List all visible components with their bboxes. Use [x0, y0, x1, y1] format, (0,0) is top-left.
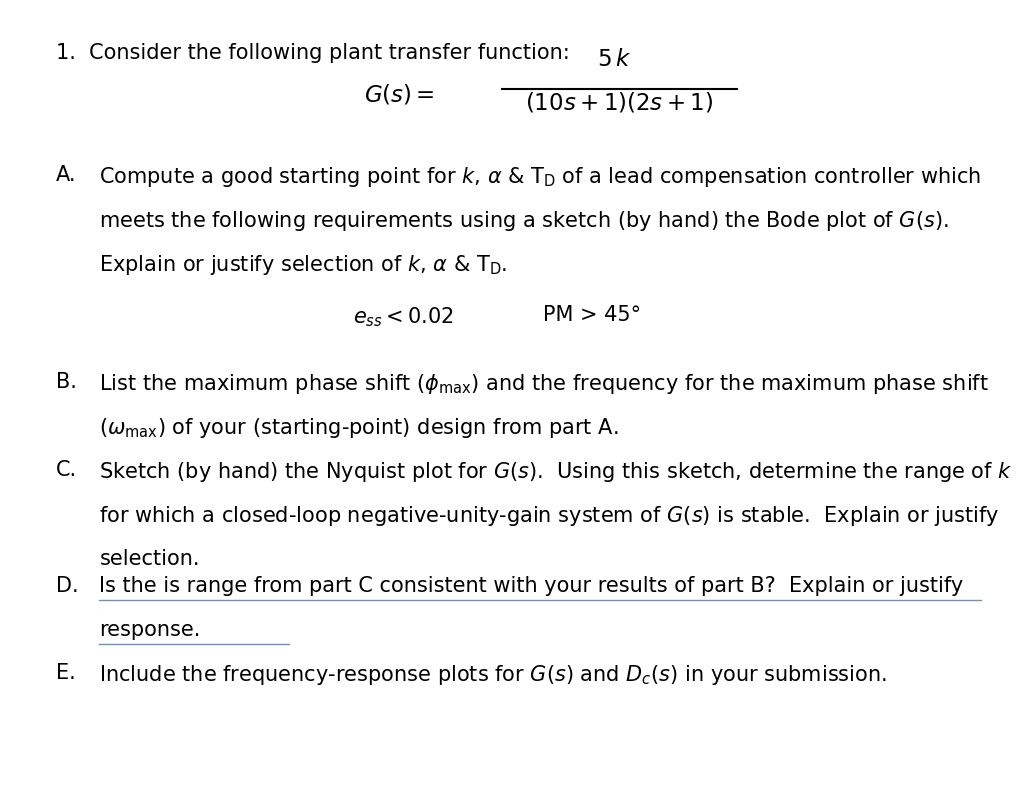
Text: PM > 45°: PM > 45°	[543, 305, 641, 325]
Text: A.: A.	[56, 165, 77, 185]
Text: $e_{ss} < 0.02$: $e_{ss} < 0.02$	[353, 305, 454, 329]
Text: $(10s + 1)(2s + 1)$: $(10s + 1)(2s + 1)$	[525, 91, 714, 114]
Text: D.: D.	[56, 576, 79, 596]
Text: 1.  Consider the following plant transfer function:: 1. Consider the following plant transfer…	[56, 43, 570, 63]
Text: for which a closed-loop negative-unity-gain system of $G(s)$ is stable.  Explain: for which a closed-loop negative-unity-g…	[99, 504, 1000, 528]
Text: List the maximum phase shift ($\phi_{\mathrm{max}}$) and the frequency for the m: List the maximum phase shift ($\phi_{\ma…	[99, 372, 989, 396]
Text: Compute a good starting point for $k$, $\alpha$ & T$_{\mathrm{D}}$ of a lead com: Compute a good starting point for $k$, $…	[99, 165, 981, 189]
Text: response.: response.	[99, 620, 201, 640]
Text: selection.: selection.	[99, 549, 200, 568]
Text: Is the is range from part C consistent with your results of part B?  Explain or : Is the is range from part C consistent w…	[99, 576, 964, 596]
Text: E.: E.	[56, 663, 76, 682]
Text: meets the following requirements using a sketch (by hand) the Bode plot of $G(s): meets the following requirements using a…	[99, 209, 949, 233]
Text: Explain or justify selection of $k$, $\alpha$ & T$_{\mathrm{D}}$.: Explain or justify selection of $k$, $\a…	[99, 253, 508, 277]
Text: Include the frequency-response plots for $G(s)$ and $D_c(s)$ in your submission.: Include the frequency-response plots for…	[99, 663, 888, 686]
Text: $G(s) =$: $G(s) =$	[364, 83, 434, 106]
Text: $5\,k$: $5\,k$	[597, 48, 632, 71]
Text: B.: B.	[56, 372, 77, 392]
Text: C.: C.	[56, 460, 78, 480]
Text: Sketch (by hand) the Nyquist plot for $G(s)$.  Using this sketch, determine the : Sketch (by hand) the Nyquist plot for $G…	[99, 460, 1013, 484]
Text: ($\omega_{\mathrm{max}}$) of your (starting-point) design from part A.: ($\omega_{\mathrm{max}}$) of your (start…	[99, 416, 618, 440]
